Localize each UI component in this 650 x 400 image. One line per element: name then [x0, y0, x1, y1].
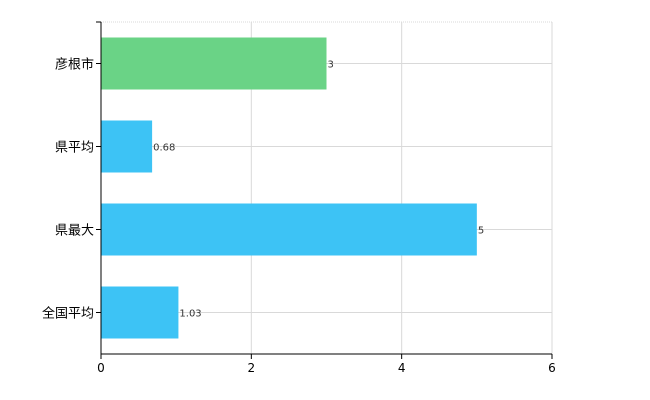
bar [101, 120, 153, 173]
x-tick-label: 0 [97, 361, 105, 375]
category-label: 彦根市 [55, 57, 94, 73]
bar [101, 286, 179, 339]
data-label: 5 [478, 226, 484, 237]
category-label: 全国平均 [42, 306, 94, 322]
data-label: 1.03 [179, 309, 201, 320]
category-label: 県最大 [55, 224, 94, 239]
bars [101, 37, 477, 339]
data-label: 0.68 [153, 143, 175, 154]
bar [101, 203, 477, 256]
x-tick-label: 2 [248, 361, 256, 375]
data-label: 3 [328, 60, 334, 71]
x-tick-label: 6 [548, 361, 556, 375]
axes [96, 21, 553, 359]
bar [101, 37, 327, 90]
category-label: 県平均 [55, 141, 94, 156]
x-tick-label: 4 [398, 361, 406, 375]
